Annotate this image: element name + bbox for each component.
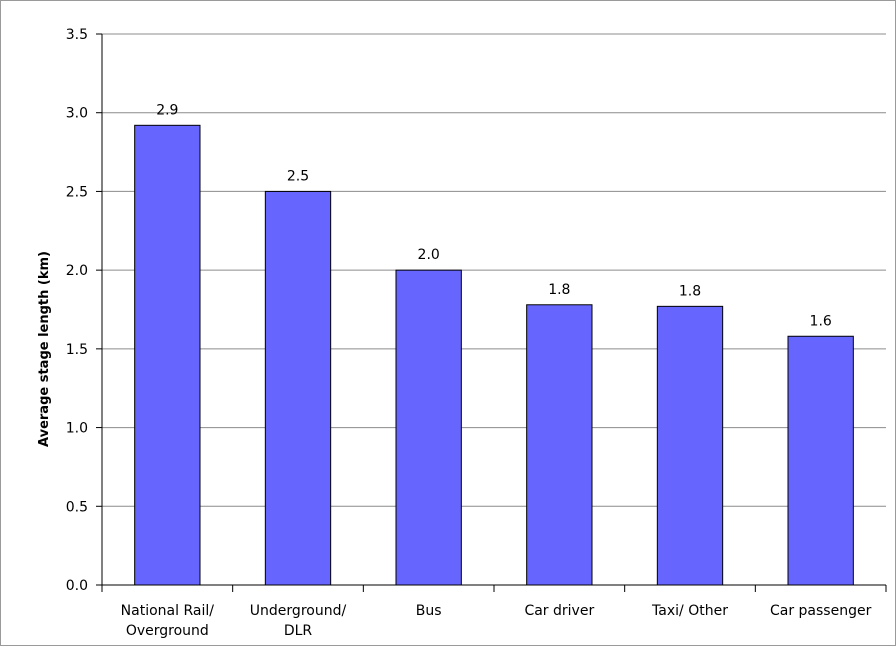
x-tick-label: Underground/DLR [250,603,347,639]
x-tick-label: Taxi/ Other [651,603,728,619]
y-tick-label: 2.0 [66,263,88,279]
x-tick-labels: National Rail/Overground Underground/DLR B… [121,603,872,639]
data-labels: 2.9 2.5 2.0 1.8 1.8 1.6 [156,102,832,329]
x-tick-label: Bus [416,603,442,619]
bar [395,269,462,586]
x-tick-label: Car driver [524,603,594,619]
data-label: 2.0 [418,247,440,263]
y-tick-label: 0.5 [66,499,88,515]
y-tick-labels: 0.0 0.5 1.0 1.5 2.0 2.5 3.0 3.5 [66,27,88,594]
x-tick-label: Car passenger [770,603,872,619]
gridlines [96,33,887,592]
data-label: 1.6 [810,313,832,329]
y-tick-label: 3.0 [66,106,88,122]
data-label: 1.8 [548,282,570,298]
bar [656,305,724,586]
x-tick-label: National Rail/Overground [121,603,215,639]
y-tick-label: 0.0 [66,578,88,594]
y-tick-label: 2.5 [66,184,88,200]
y-tick-label: 3.5 [66,27,88,43]
y-tick-label: 1.0 [66,421,88,437]
y-tick-label: 1.5 [66,342,88,358]
bars [134,124,854,586]
y-axis-title: Average stage length (km) [37,251,52,447]
data-label: 2.9 [156,102,178,118]
axes [101,34,886,586]
data-label: 2.5 [287,168,309,184]
data-label: 1.8 [679,283,701,299]
bar [787,335,854,586]
bar [134,124,201,586]
bar [264,190,332,586]
bar [526,304,593,586]
